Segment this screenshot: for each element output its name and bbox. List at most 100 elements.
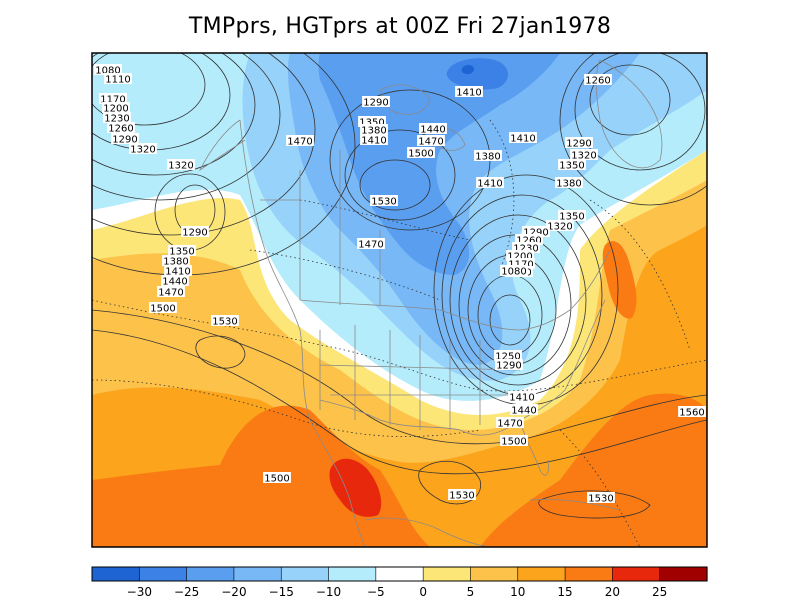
colorbar-label: −20 [221,585,246,599]
height-label: 1320 [571,151,596,162]
height-label: 1500 [501,437,526,448]
colorbar-swatch [280,566,330,582]
height-label-bg [587,492,615,503]
height-contour [92,309,707,445]
cuba [529,499,621,511]
height-label-bg [509,132,537,143]
height-label-bg [157,286,185,297]
height-label: 1350 [559,161,584,172]
height-contour [538,490,651,519]
height-label: 1470 [287,137,312,148]
height-label-bg [104,73,132,84]
colorbar-label: 20 [605,585,620,599]
height-label: 1230 [104,114,129,125]
height-label: 1530 [588,494,613,505]
height-contour [574,53,706,171]
height-contour [458,234,572,376]
height-label-bg [360,124,388,135]
mexico-border [319,399,381,421]
height-label: 1290 [523,228,548,239]
height-label-bg [510,404,538,415]
height-label: 1380 [163,257,188,268]
height-label-bg [507,258,535,269]
temp-band-20-25-east [480,393,707,547]
height-contour [195,335,246,369]
height-label: 1290 [496,361,521,372]
isotherm [559,429,641,547]
colorbar-swatch [375,566,424,582]
height-label-bg [211,315,239,326]
height-label-bg [362,96,390,107]
height-label-bg [149,302,177,313]
height-label-bg [508,391,536,402]
height-contour [92,53,316,236]
height-label-bg [495,359,523,370]
height-label: 1290 [566,139,591,150]
height-label-bg [168,245,196,256]
temp-band-25-30 [329,458,382,517]
height-contour [589,64,671,136]
height-label: 1470 [497,419,522,430]
height-label-bg [512,242,540,253]
colorbar-swatch [186,566,235,582]
height-label-bg [500,265,528,276]
colorbar-label: −10 [316,585,341,599]
height-label: 1320 [168,161,193,172]
height-label: 1170 [100,95,125,106]
height-label-bg [496,417,524,428]
temp-band-20-25 [92,405,430,547]
height-label-bg [558,210,586,221]
height-label: 1500 [264,474,289,485]
state-borders [319,325,521,430]
height-contour [92,53,281,201]
height-label-bg [357,238,385,249]
height-label: 1290 [182,228,207,239]
canada-provinces [260,150,381,305]
colorbar-label: 15 [557,585,572,599]
height-label: 1260 [108,124,133,135]
height-label: 1410 [510,134,535,145]
colorbar-label: −30 [127,585,152,599]
height-label: 1380 [361,126,386,137]
colorbar-label: 0 [419,585,427,599]
height-label: 1260 [516,236,541,247]
colorbar-swatch [564,566,613,582]
height-label-bg [286,135,314,146]
height-label-bg [111,133,139,144]
height-label: 1440 [511,406,536,417]
height-label: 1080 [95,66,120,77]
colorbar-label: 25 [652,585,667,599]
height-label-bg [181,226,209,237]
plot-frame [91,52,708,548]
colorbar-swatch [233,566,282,582]
height-label-bg [263,472,291,483]
height-contour [489,294,531,346]
colorbar-frame [91,566,708,582]
height-label: 1440 [420,125,445,136]
colorbar-swatch [91,566,140,582]
central-america [364,517,491,547]
colorbar-label: −15 [269,585,294,599]
height-label-bg [419,123,447,134]
height-label-bg [448,489,476,500]
height-label: 1560 [679,408,704,419]
chart-title: TMPprs, HGTprs at 00Z Fri 27jan1978 [188,14,612,39]
height-label: 1470 [358,240,383,251]
colorbar-swatch [517,566,566,582]
colorbar-label: 5 [467,585,475,599]
height-label: 1350 [359,118,384,129]
isotherm [249,249,441,301]
height-label: 1410 [361,136,386,147]
height-label: 1500 [150,304,175,315]
height-contour [449,214,587,386]
height-label-bg [99,93,127,104]
height-label-bg [678,406,706,417]
greenland [595,59,663,169]
temp-band-minus25-minus20 [446,58,509,90]
height-label: 1500 [408,149,433,160]
height-label-bg [515,234,543,245]
height-label: 1200 [507,252,532,263]
height-label-bg [476,177,504,188]
height-label: 1320 [130,145,155,156]
isotherm [92,379,481,437]
